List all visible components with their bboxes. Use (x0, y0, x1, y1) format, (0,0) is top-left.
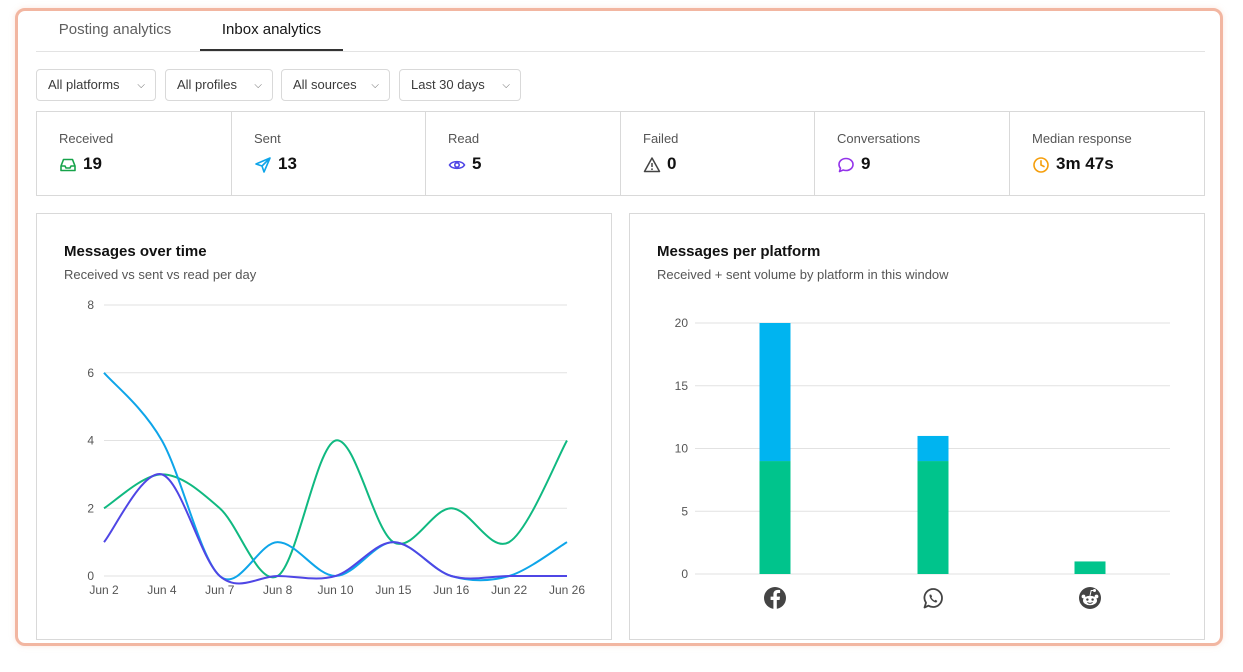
y-tick-label: 5 (681, 504, 688, 518)
stat-conversations: Conversations 9 (815, 112, 1010, 195)
card-subtitle: Received + sent volume by platform in th… (657, 267, 949, 282)
messages-per-platform-card: Messages per platform Received + sent vo… (629, 213, 1205, 640)
chevron-down-icon: ⌵ (502, 80, 510, 91)
chat-bubble-icon (838, 157, 854, 173)
y-tick-label: 20 (675, 316, 689, 330)
y-tick-label: 6 (87, 366, 94, 380)
y-tick-label: 0 (681, 567, 688, 581)
source-filter-label: All sources (293, 77, 357, 92)
chevron-down-icon: ⌵ (254, 80, 262, 91)
tab-inbox-analytics[interactable]: Inbox analytics (200, 12, 343, 51)
x-tick-label: Jun 16 (433, 583, 469, 597)
bar-whatsapp-series-2 (917, 435, 949, 462)
card-title: Messages per platform (657, 243, 821, 260)
reddit-icon (1079, 587, 1101, 609)
bar-facebook-series-1 (759, 461, 791, 574)
card-subtitle: Received vs sent vs read per day (64, 267, 257, 282)
analytics-tabs: Posting analytics Inbox analytics (36, 12, 1205, 52)
x-tick-label: Jun 26 (549, 583, 585, 597)
inbox-icon (60, 158, 76, 172)
stat-value: 0 (667, 154, 677, 173)
x-tick-label: Jun 4 (147, 583, 177, 597)
y-tick-label: 0 (87, 569, 94, 583)
chevron-down-icon: ⌵ (371, 80, 379, 91)
series-line-3 (103, 473, 567, 585)
eye-icon (448, 160, 466, 170)
stat-label: Failed (643, 131, 679, 146)
bar-facebook-series-2 (759, 323, 791, 462)
warning-icon (643, 157, 661, 173)
stats-bar: Received 19 Sent 13 Read 5 Failed 0 Conv… (36, 111, 1205, 196)
whatsapp-icon (923, 588, 943, 609)
y-tick-label: 2 (87, 501, 94, 515)
source-filter[interactable]: All sources ⌵ (281, 69, 390, 101)
y-tick-label: 10 (675, 442, 689, 456)
stat-label: Read (448, 131, 480, 146)
messages-per-platform-chart: 0 5 10 15 20 (675, 316, 1170, 609)
platform-filter-label: All platforms (48, 77, 120, 92)
series-line-1 (103, 439, 568, 579)
x-tick-label: Jun 15 (375, 583, 411, 597)
stat-value: 19 (83, 154, 102, 173)
stat-read: Read 5 (426, 112, 621, 195)
stat-value: 5 (472, 154, 482, 173)
tab-posting-analytics[interactable]: Posting analytics (58, 21, 172, 38)
y-tick-label: 15 (675, 379, 689, 393)
x-tick-label: Jun 2 (89, 583, 119, 597)
clock-icon (1033, 157, 1049, 173)
stat-median-response: Median response 3m 47s (1010, 112, 1204, 195)
stat-label: Median response (1032, 131, 1132, 146)
bar-whatsapp-series-1 (917, 461, 949, 574)
stat-value: 13 (278, 154, 297, 173)
y-tick-label: 8 (87, 298, 94, 312)
card-title: Messages over time (64, 243, 207, 260)
x-tick-label: Jun 22 (491, 583, 527, 597)
facebook-icon (764, 587, 786, 609)
y-tick-label: 4 (87, 434, 94, 448)
profile-filter[interactable]: All profiles ⌵ (165, 69, 273, 101)
date-range-filter-label: Last 30 days (411, 77, 485, 92)
date-range-filter[interactable]: Last 30 days ⌵ (399, 69, 521, 101)
messages-over-time-chart: 0 2 4 6 8 Jun 2 Jun 4 Jun 7 Jun 8 Jun 10 Jun 15 Jun… (87, 298, 585, 597)
send-icon (255, 157, 271, 173)
stat-value: 3m 47s (1056, 154, 1114, 173)
x-tick-label: Jun 8 (263, 583, 293, 597)
x-tick-label: Jun 7 (205, 583, 235, 597)
stat-received: Received 19 (37, 112, 232, 195)
platform-filter[interactable]: All platforms ⌵ (36, 69, 156, 101)
x-tick-label: Jun 10 (317, 583, 353, 597)
bar-reddit-series-1 (1074, 561, 1106, 574)
messages-over-time-card: Messages over time Received vs sent vs r… (36, 213, 612, 640)
stat-sent: Sent 13 (232, 112, 426, 195)
stat-label: Conversations (837, 131, 921, 146)
series-line-2 (103, 372, 568, 582)
profile-filter-label: All profiles (177, 77, 237, 92)
stat-label: Received (59, 131, 114, 146)
stat-value: 9 (861, 154, 871, 173)
stat-failed: Failed 0 (621, 112, 815, 195)
stat-label: Sent (254, 131, 281, 146)
chevron-down-icon: ⌵ (137, 80, 145, 91)
